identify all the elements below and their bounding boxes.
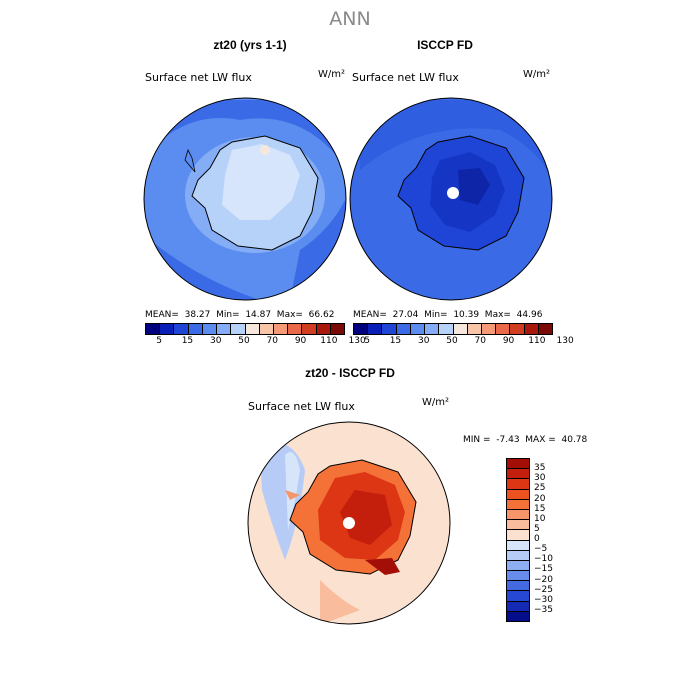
difference-colorbar-tick-label: 10 xyxy=(534,513,546,524)
difference-colorbar-swatch xyxy=(507,530,529,541)
panel-1-colorbar-swatch xyxy=(231,324,246,334)
panel-2-colorbar-tick-label: 90 xyxy=(502,336,515,346)
difference-colorbar xyxy=(506,458,530,622)
difference-colorbar-tick-label: 35 xyxy=(534,463,546,474)
panel-2-colorbar-swatch xyxy=(425,324,440,334)
difference-colorbar-tick-label: −30 xyxy=(534,594,553,605)
panel-1-colorbar-tick-label: 110 xyxy=(320,336,338,346)
panel-1-colorbar-tick-label: 15 xyxy=(181,336,194,346)
panel-1-colorbar-swatch xyxy=(259,324,274,334)
panel-2-colorbar-tick-label: 110 xyxy=(528,336,546,346)
difference-colorbar-tick-label: 0 xyxy=(534,534,540,544)
panel-2-colorbar-swatch xyxy=(396,324,411,334)
panel-2-colorbar-tick-label: 30 xyxy=(417,336,430,346)
panel-2-colorbar-tick-label: 70 xyxy=(474,336,487,346)
panel-1-colorbar-swatch xyxy=(330,324,345,334)
panel-2-colorbar xyxy=(353,323,553,335)
panel-2-colorbar-swatch xyxy=(510,324,525,334)
panel-2-colorbar-swatch xyxy=(496,324,511,334)
panel-2-colorbar-swatch xyxy=(481,324,497,334)
panel-1-colorbar-tick-label: 50 xyxy=(238,336,250,346)
panel-2-colorbar-tick-label: 15 xyxy=(389,336,402,346)
panel-1-colorbar xyxy=(145,323,345,335)
difference-colorbar-swatch xyxy=(507,489,529,500)
difference-colorbar-tick-label: 30 xyxy=(534,473,546,484)
panel-1-colorbar-swatch xyxy=(160,324,175,334)
panel-2-colorbar-tick-label: 130 xyxy=(556,336,574,346)
difference-colorbar-swatch xyxy=(507,540,529,551)
panel-1-colorbar-ticks: 5 15 30 50 70 90 110 130 xyxy=(145,336,365,348)
panel-1-colorbar-swatch xyxy=(217,324,232,334)
difference-colorbar-swatch xyxy=(507,499,529,510)
difference-colorbar-swatch xyxy=(507,601,529,612)
panel-1-units: W/m² xyxy=(318,69,346,80)
panel-1-colorbar-swatch xyxy=(245,324,260,334)
panel-1-colorbar-tick-label: 130 xyxy=(348,336,366,346)
panel-2-colorbar-tick-label: 5 xyxy=(364,336,371,346)
difference-subtitle: Surface net LW flux xyxy=(248,400,355,413)
panel-1-colorbar-tick-label: 30 xyxy=(209,336,222,346)
panel-1-colorbar-swatch xyxy=(146,324,161,334)
panel-1-colorbar-tick-label: 90 xyxy=(294,336,307,346)
panel-2-colorbar-tick-label: 50 xyxy=(446,336,458,346)
difference-colorbar-tick-label: −20 xyxy=(534,574,553,585)
difference-colorbar-tick-label: 5 xyxy=(534,523,540,534)
difference-colorbar-swatch xyxy=(507,581,529,592)
panel-1-subtitle: Surface net LW flux xyxy=(145,71,252,84)
panel-2-colorbar-swatch xyxy=(538,324,553,334)
panel-1-colorbar-swatch xyxy=(174,324,189,334)
panel-2-stats: MEAN= 27.04 Min= 10.39 Max= 44.96 xyxy=(353,310,543,320)
difference-colorbar-swatch xyxy=(507,550,529,561)
panel-2-colorbar-swatch xyxy=(524,324,539,334)
observed-polar-map xyxy=(350,98,552,300)
difference-colorbar-tick-label: −10 xyxy=(534,554,553,565)
panel-2-colorbar-swatch xyxy=(453,324,468,334)
difference-stats: MIN = -7.43 MAX = 40.78 xyxy=(463,435,588,445)
panel-1-colorbar-swatch xyxy=(316,324,331,334)
panel-2-colorbar-swatch xyxy=(467,324,482,334)
difference-colorbar-tick-label: −5 xyxy=(534,544,548,555)
difference-colorbar-swatch xyxy=(507,571,529,582)
panel-1-title: zt20 (yrs 1-1) xyxy=(213,38,287,52)
panel-1-colorbar-swatch xyxy=(273,324,289,334)
difference-colorbar-tick-label: −35 xyxy=(534,604,553,615)
difference-colorbar-tick-label: −25 xyxy=(534,584,553,595)
difference-colorbar-swatch xyxy=(507,560,529,572)
panel-2-colorbar-ticks: 5 15 30 50 70 90 110 130 xyxy=(353,336,573,348)
panel-1-colorbar-tick-label: 70 xyxy=(266,336,279,346)
difference-colorbar-swatch xyxy=(507,479,529,490)
difference-colorbar-swatch xyxy=(507,591,529,602)
panel-1-colorbar-tick-label: 5 xyxy=(156,336,163,346)
panel-2-title: ISCCP FD xyxy=(417,38,473,52)
panel-2-colorbar-swatch xyxy=(439,324,454,334)
difference-colorbar-ticks: 35 30 25 20 15 10 5 0 −5 −10 −15 −20 −25 −30 −35 xyxy=(534,458,574,620)
difference-colorbar-tick-label: 25 xyxy=(534,483,546,494)
panel-2-colorbar-swatch xyxy=(382,324,397,334)
panel-1-colorbar-swatch xyxy=(202,324,218,334)
panel-1-colorbar-swatch xyxy=(302,324,317,334)
difference-colorbar-swatch xyxy=(507,611,529,621)
panel-2-colorbar-swatch xyxy=(354,324,369,334)
difference-colorbar-swatch xyxy=(507,520,529,531)
panel-1-colorbar-swatch xyxy=(188,324,203,334)
panel-2-units: W/m² xyxy=(523,69,551,80)
difference-colorbar-swatch xyxy=(507,469,529,480)
model-polar-map xyxy=(144,98,346,300)
difference-polar-map xyxy=(248,422,450,624)
difference-colorbar-swatch xyxy=(507,459,529,470)
difference-colorbar-swatch xyxy=(507,509,529,521)
panel-1-stats: MEAN= 38.27 Min= 14.87 Max= 66.62 xyxy=(145,310,335,320)
difference-title: zt20 - ISCCP FD xyxy=(305,366,395,380)
panel-1-colorbar-swatch xyxy=(288,324,303,334)
panel-2-subtitle: Surface net LW flux xyxy=(352,71,459,84)
main-title: ANN xyxy=(329,8,371,30)
difference-colorbar-tick-label: 20 xyxy=(534,493,546,504)
difference-units: W/m² xyxy=(422,397,450,408)
panel-2-colorbar-swatch xyxy=(368,324,383,334)
difference-colorbar-tick-label: 15 xyxy=(534,503,546,514)
panel-2-colorbar-swatch xyxy=(410,324,426,334)
difference-colorbar-tick-label: −15 xyxy=(534,564,553,575)
